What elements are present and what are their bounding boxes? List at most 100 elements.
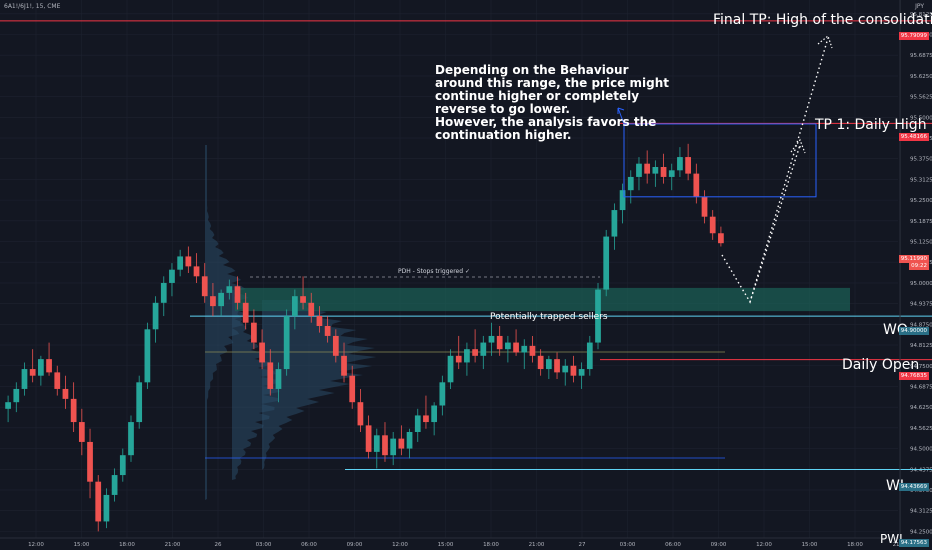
- candle-body: [398, 438, 405, 449]
- x-tick-label: 03:00: [256, 542, 272, 548]
- candle-body: [423, 415, 429, 423]
- candle-body: [488, 335, 495, 343]
- candle-body: [382, 435, 388, 456]
- volume-profile: [262, 300, 377, 470]
- candle-body: [636, 163, 642, 177]
- wo-price-badge: 94.90000: [898, 327, 929, 335]
- candle-body: [480, 342, 487, 356]
- y-tick-label: 94.87500: [910, 322, 932, 328]
- candle-body: [201, 276, 208, 297]
- x-tick-label: 03:00: [620, 542, 636, 548]
- candle-body: [210, 296, 216, 307]
- tp1-label: TP 1: Daily High: [815, 117, 927, 133]
- candle-body: [562, 365, 569, 373]
- candle-body: [21, 369, 28, 389]
- candle-body: [226, 286, 233, 293]
- candle-body: [193, 266, 200, 277]
- candle-body: [259, 342, 265, 363]
- y-tick-label: 94.43750: [910, 467, 932, 473]
- candle-body: [603, 236, 610, 290]
- projected-path-final: [749, 37, 829, 303]
- candle-body: [685, 157, 691, 174]
- candle-body: [701, 196, 708, 217]
- candle-body: [578, 369, 585, 376]
- candle-body: [242, 302, 249, 323]
- candle-body: [439, 382, 446, 406]
- candle-body: [357, 402, 364, 426]
- y-tick-label: 94.31250: [910, 509, 932, 515]
- current-price-badge: 95.11990: [898, 255, 929, 263]
- candle-body: [46, 359, 52, 373]
- candle-body: [595, 289, 601, 343]
- candle-body: [324, 326, 331, 336]
- volume-profile: [205, 145, 250, 500]
- y-tick-label: 95.12500: [910, 240, 932, 246]
- candle-body: [496, 335, 503, 350]
- projected-path-tp1: [721, 144, 801, 304]
- x-tick-label: 15:00: [802, 542, 818, 548]
- pwl-price-badge: 94.17563: [898, 539, 929, 547]
- candle-body: [341, 355, 347, 376]
- candle-body: [529, 345, 536, 356]
- y-tick-label: 95.31250: [910, 177, 932, 183]
- candle-body: [111, 475, 118, 495]
- candle-body: [103, 494, 110, 522]
- note-line: However, the analysis favors the: [435, 115, 657, 129]
- wl-price-badge: 94.43669: [898, 483, 929, 491]
- x-tick-label: 21:00: [529, 542, 545, 548]
- daily-open-price-badge: 94.76835: [898, 372, 929, 380]
- pdh-label: PDH - Stops triggered ✓: [398, 268, 470, 275]
- note-pointer-arrow: [617, 107, 625, 114]
- currency-label: JPY: [915, 3, 924, 10]
- y-tick-label: 94.75000: [910, 364, 932, 370]
- candle-body: [13, 388, 20, 403]
- note-pointer: [617, 107, 625, 125]
- candle-body: [611, 210, 618, 237]
- candle-body: [62, 388, 69, 399]
- note-line: continuation higher.: [435, 128, 572, 142]
- candle-body: [464, 349, 470, 363]
- candle-body: [5, 402, 11, 409]
- x-tick-label: 09:00: [347, 542, 363, 548]
- y-tick-label: 94.25000: [910, 529, 932, 535]
- candle-body: [291, 296, 298, 317]
- note-line: continue higher or completely: [435, 89, 640, 103]
- candle-body: [554, 359, 560, 373]
- y-tick-label: 94.62500: [910, 405, 932, 411]
- candle-body: [218, 292, 224, 307]
- trapped-sellers-zone: [235, 287, 850, 312]
- candle-body: [136, 382, 143, 423]
- x-tick-label: 12:00: [392, 542, 408, 548]
- candle-body: [570, 365, 577, 376]
- y-tick-label: 95.00000: [910, 281, 932, 287]
- x-tick-label: 21:00: [165, 542, 181, 548]
- x-tick-label: 26: [215, 542, 222, 548]
- candle-body: [390, 438, 397, 456]
- y-tick-label: 95.81250: [910, 12, 932, 18]
- candle-body: [718, 233, 724, 244]
- candle-body: [267, 362, 274, 389]
- candle-body: [513, 342, 519, 353]
- candle-body: [365, 425, 372, 452]
- candle-body: [677, 157, 683, 171]
- final-tp-price-badge: 95.79099: [898, 32, 929, 40]
- y-tick-label: 94.56250: [910, 426, 932, 432]
- x-tick-label: 09:00: [711, 542, 727, 548]
- candle-body: [234, 286, 241, 303]
- candle-body: [283, 316, 290, 370]
- candle-body: [693, 173, 700, 197]
- x-tick-label: 12:00: [28, 542, 44, 548]
- note-line: reverse to go lower.: [435, 102, 570, 116]
- symbol-label: 6A1!/6J1!, 15, CME: [4, 3, 61, 10]
- y-tick-label: 95.62500: [910, 74, 932, 80]
- candle-body: [87, 441, 93, 482]
- candle-body: [349, 375, 356, 403]
- y-tick-label: 95.18750: [910, 219, 932, 225]
- x-tick-label: 15:00: [438, 542, 454, 548]
- candle-body: [128, 422, 134, 456]
- candle-body: [152, 302, 159, 330]
- candle-body: [251, 322, 257, 343]
- candle-body: [332, 335, 339, 356]
- candle-body: [521, 345, 528, 353]
